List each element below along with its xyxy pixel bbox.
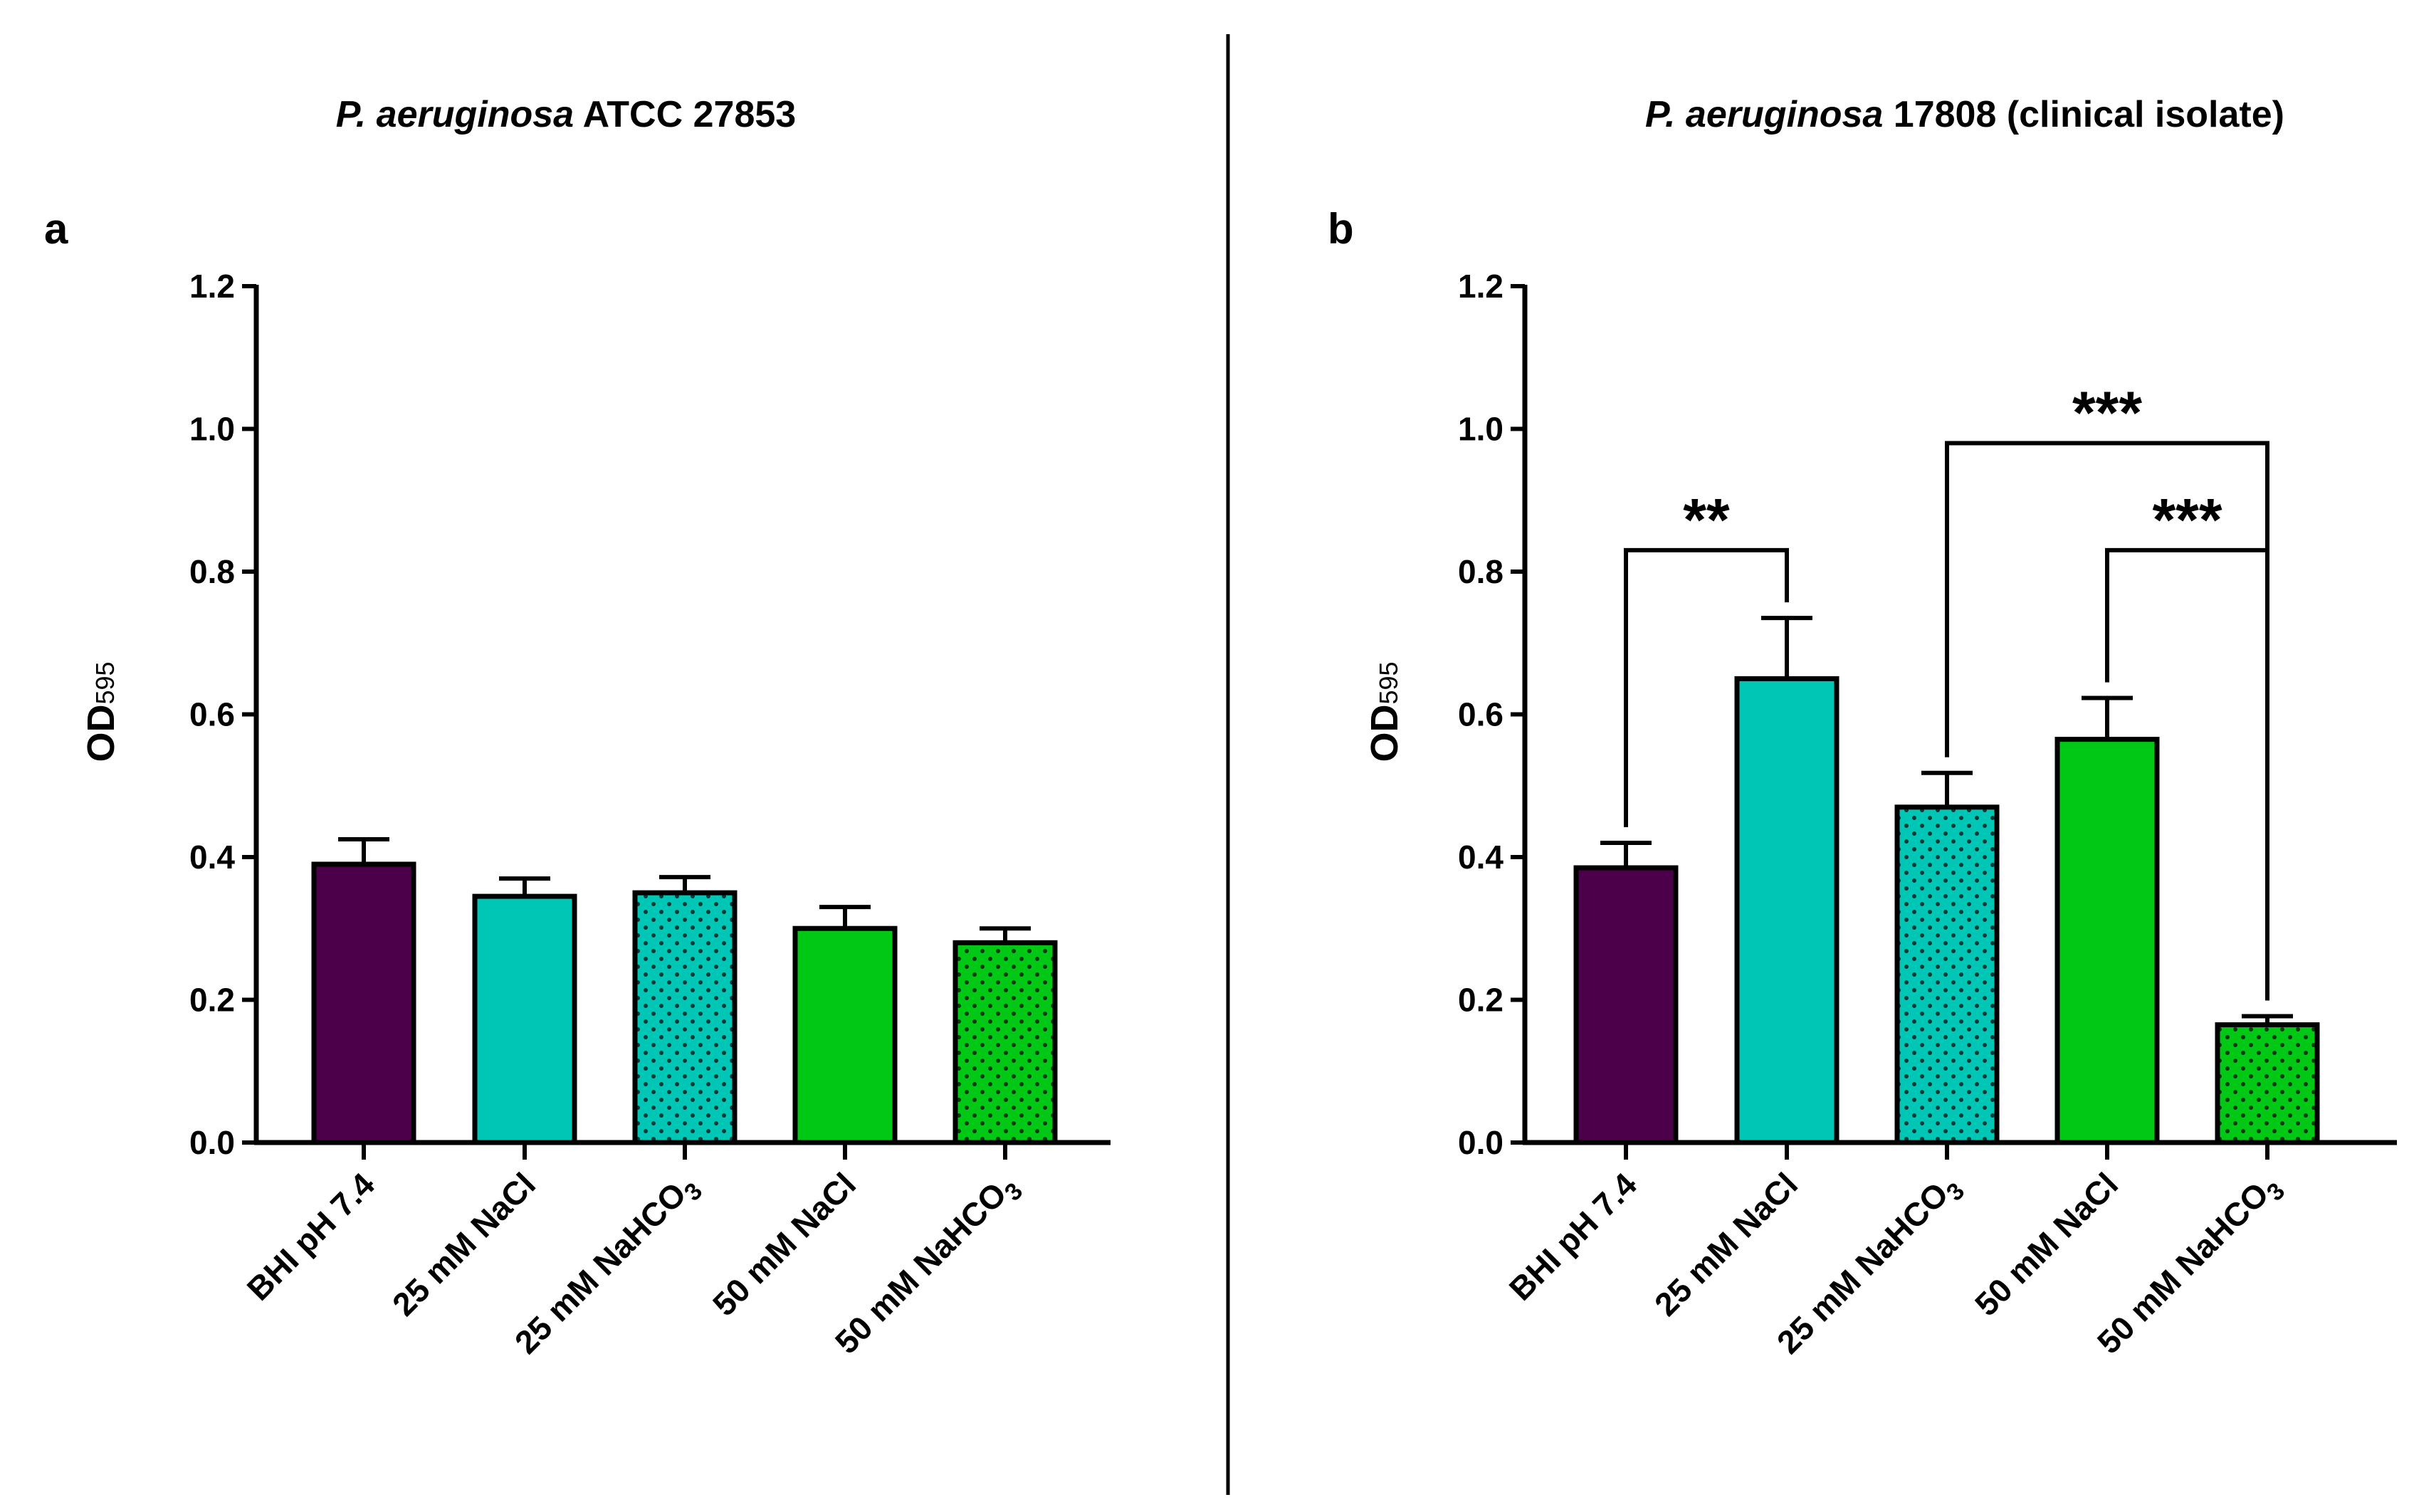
panel-b-ylabel-main: OD xyxy=(1363,705,1406,762)
panel-a-title: P. aeruginosa ATCC 27853 xyxy=(336,94,796,135)
panel-a: P. aeruginosa ATCC 27853 a OD595 0.0 0.2 0… xyxy=(44,94,1111,1361)
panel-b-category-main: 50 mM NaCl xyxy=(1968,1165,2125,1323)
panel-b-y-tick-label: 1.0 xyxy=(1458,411,1503,448)
panel-b-title: P. aeruginosa 17808 (clinical isolate) xyxy=(1645,94,2284,135)
panel-b-significance-label: *** xyxy=(2152,486,2222,553)
panel-b-y-tick-label: 0.2 xyxy=(1458,982,1503,1019)
panel-b-letter: b xyxy=(1328,205,1354,253)
panel-b-category-main: 25 mM NaCl xyxy=(1647,1165,1805,1323)
panel-b-category-label: BHI pH 7.4 xyxy=(1502,1165,1644,1308)
panel-a-ylabel-main: OD xyxy=(80,705,122,762)
panel-b-category-label: 25 mM NaCl xyxy=(1647,1165,1805,1323)
panel-b-significance-label: ** xyxy=(1683,486,1730,553)
panel-b-significance-bracket xyxy=(2105,547,2269,1001)
panel-a-title-italic: P. aeruginosa xyxy=(336,94,574,135)
panel-a-bar xyxy=(311,861,416,1145)
panel-a-ylabel-sub: 595 xyxy=(90,661,120,704)
panel-b-ylabel-sub: 595 xyxy=(1374,661,1403,704)
panel-a-letter: a xyxy=(44,205,68,253)
panel-b-title-rest: 17808 (clinical isolate) xyxy=(1883,94,2284,135)
panel-a-title-rest: ATCC 27853 xyxy=(574,94,796,135)
panel-b-y-tick-label: 0.4 xyxy=(1458,839,1503,876)
panel-b-bar xyxy=(1894,804,2000,1145)
panel-a-y-axis-label: OD595 xyxy=(80,661,122,762)
panel-a-category-main: 25 mM NaCl xyxy=(385,1165,542,1323)
panel-b-bar xyxy=(1573,865,1679,1145)
panel-b-y-axis-label: OD595 xyxy=(1363,661,1406,762)
panel-b-bar xyxy=(1734,676,1839,1145)
panel-a-bar xyxy=(632,890,738,1145)
panel-a-y-tick-label: 1.2 xyxy=(189,268,235,305)
panel-b-y-tick-label: 1.2 xyxy=(1458,268,1503,305)
panel-b-significance-label: *** xyxy=(2072,379,2142,446)
panel-b-title-italic: P. aeruginosa xyxy=(1645,94,1883,135)
panel-a-category-main: 50 mM NaHCO xyxy=(828,1175,1014,1361)
panel-b-y-tick-label: 0.0 xyxy=(1458,1124,1503,1161)
panel-a-bar xyxy=(792,925,898,1145)
panel-a-y-tick-label: 1.0 xyxy=(189,411,235,448)
panel-b-category-main: 25 mM NaHCO xyxy=(1770,1175,1956,1361)
panel-b-bar xyxy=(2215,1022,2320,1145)
panel-a-category-label: BHI pH 7.4 xyxy=(240,1165,382,1308)
panel-a-y-tick-label: 0.4 xyxy=(189,839,235,876)
panel-b-bar xyxy=(2054,737,2160,1145)
panel-a-category-main: BHI pH 7.4 xyxy=(240,1165,382,1308)
panel-b-category-label: 50 mM NaCl xyxy=(1968,1165,2125,1323)
panel-a-category-label: 50 mM NaCl xyxy=(705,1165,863,1323)
panel-a-category-main: 50 mM NaCl xyxy=(705,1165,863,1323)
panel-b-significance-bracket xyxy=(1624,547,1789,827)
panel-a-y-tick-label: 0.0 xyxy=(189,1124,235,1161)
panel-b-y-tick-label: 0.8 xyxy=(1458,553,1503,590)
panel-a-y-tick-label: 0.2 xyxy=(189,982,235,1019)
panel-b: P. aeruginosa 17808 (clinical isolate) b… xyxy=(1328,94,2397,1361)
panel-a-y-tick-label: 0.8 xyxy=(189,553,235,590)
panel-a-bar xyxy=(952,940,1058,1145)
panel-b-category-main: BHI pH 7.4 xyxy=(1502,1165,1644,1308)
panel-a-category-label: 25 mM NaCl xyxy=(385,1165,542,1323)
panel-b-y-tick-label: 0.6 xyxy=(1458,696,1503,733)
panel-a-bar xyxy=(472,893,577,1145)
panel-a-y-tick-label: 0.6 xyxy=(189,696,235,733)
panel-b-category-main: 50 mM NaHCO xyxy=(2090,1175,2276,1361)
panel-a-category-main: 25 mM NaHCO xyxy=(508,1175,693,1361)
